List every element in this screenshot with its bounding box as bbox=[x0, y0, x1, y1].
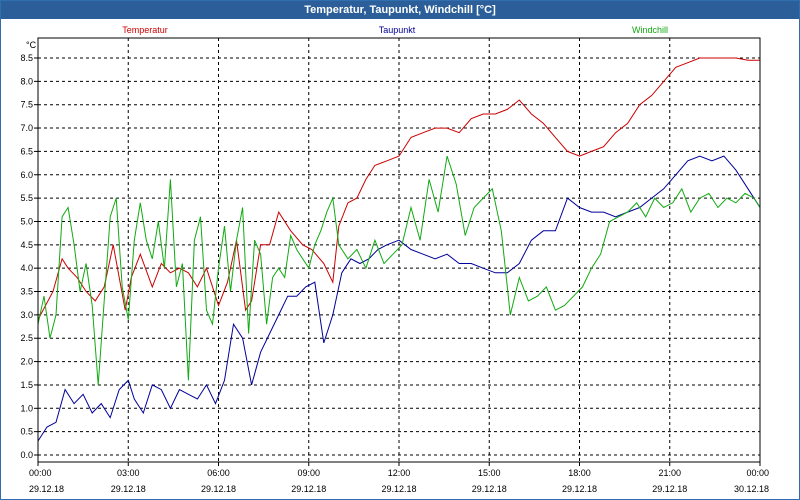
x-tick-time: 00:00 bbox=[746, 468, 769, 478]
x-tick-time: 00:00 bbox=[29, 468, 52, 478]
x-tick-date: 30.12.18 bbox=[734, 484, 769, 494]
x-tick-time: 18:00 bbox=[568, 468, 591, 478]
y-tick-label: 2.0 bbox=[20, 357, 33, 367]
legend-entry-temperatur: Temperatur bbox=[122, 25, 168, 35]
series-line-taupunkt bbox=[37, 155, 761, 442]
y-tick-label: 0.0 bbox=[20, 450, 33, 460]
y-tick-label: 3.0 bbox=[20, 310, 33, 320]
x-tick-date: 29.12.18 bbox=[29, 484, 64, 494]
legend-entry-windchill: Windchill bbox=[632, 25, 668, 35]
series-lines bbox=[37, 57, 761, 442]
x-tick-time: 12:00 bbox=[388, 468, 411, 478]
legend-entry-taupunkt: Taupunkt bbox=[379, 25, 416, 35]
y-tick-label: 4.5 bbox=[20, 240, 33, 250]
series-line-windchill bbox=[37, 155, 761, 385]
x-tick-time: 09:00 bbox=[297, 468, 320, 478]
x-tick-date: 29.12.18 bbox=[472, 484, 507, 494]
x-tick-date: 29.12.18 bbox=[291, 484, 326, 494]
grid-lines bbox=[38, 38, 760, 462]
x-tick-time: 21:00 bbox=[658, 468, 681, 478]
x-tick-date: 29.12.18 bbox=[562, 484, 597, 494]
y-tick-label: 2.5 bbox=[20, 333, 33, 343]
legend: Temperatur Taupunkt Windchill bbox=[122, 25, 668, 35]
x-tick-date: 29.12.18 bbox=[111, 484, 146, 494]
y-tick-label: 4.0 bbox=[20, 263, 33, 273]
x-tick-time: 06:00 bbox=[207, 468, 230, 478]
y-tick-label: 5.0 bbox=[20, 216, 33, 226]
x-tick-date: 29.12.18 bbox=[652, 484, 687, 494]
y-tick-label: 1.5 bbox=[20, 380, 33, 390]
x-axis: 00:00 29.12.18 03:00 29.12.18 06:00 29.12.18 0… bbox=[29, 462, 769, 494]
y-tick-label: 3.5 bbox=[20, 287, 33, 297]
y-tick-label: 8.5 bbox=[20, 53, 33, 63]
y-tick-label: 6.5 bbox=[20, 146, 33, 156]
y-axis-label: °C bbox=[26, 40, 37, 50]
x-tick-time: 15:00 bbox=[478, 468, 501, 478]
x-tick-time: 03:00 bbox=[117, 468, 140, 478]
y-tick-label: 6.0 bbox=[20, 170, 33, 180]
series-line-temperatur bbox=[37, 57, 760, 320]
y-tick-label: 7.0 bbox=[20, 123, 33, 133]
y-tick-label: 0.5 bbox=[20, 427, 33, 437]
window-title: Temperatur, Taupunkt, Windchill [°C] bbox=[1, 1, 799, 19]
y-axis: 0.0 0.5 1.0 1.5 2.0 2.5 3.0 3.5 4.0 4.5 5.0 5.5 6.0 6… bbox=[20, 53, 38, 460]
x-tick-date: 29.12.18 bbox=[201, 484, 236, 494]
y-tick-label: 1.0 bbox=[20, 403, 33, 413]
y-tick-label: 5.5 bbox=[20, 193, 33, 203]
x-tick-date: 29.12.18 bbox=[381, 484, 416, 494]
y-tick-label: 7.5 bbox=[20, 100, 33, 110]
y-tick-label: 8.0 bbox=[20, 76, 33, 86]
